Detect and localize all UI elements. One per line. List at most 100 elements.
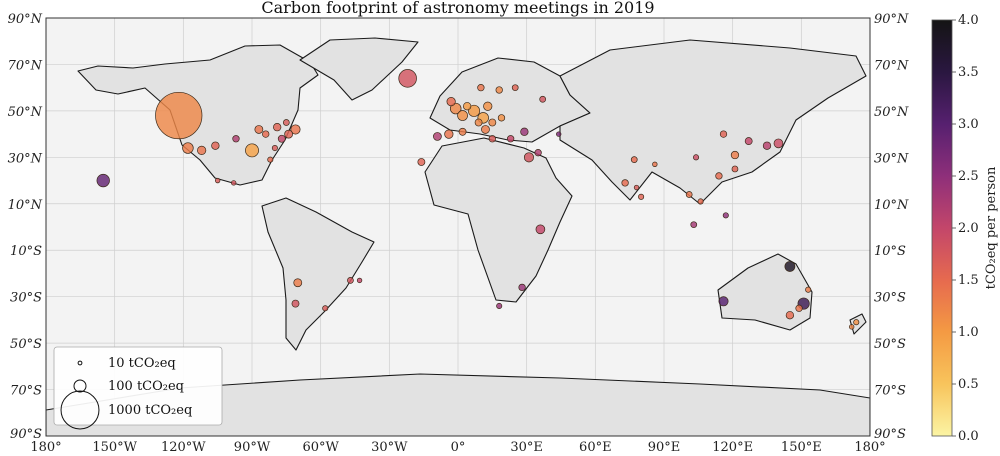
- x-tick-label: 60°W: [302, 440, 339, 455]
- data-point: [214, 177, 221, 184]
- data-point: [446, 97, 456, 107]
- data-point: [232, 135, 240, 143]
- data-point: [290, 124, 301, 135]
- data-point: [449, 102, 462, 115]
- data-point: [785, 311, 795, 320]
- data-point: [638, 193, 645, 200]
- data-point: [457, 110, 468, 121]
- y-tick-label-right: 70°N: [874, 58, 909, 73]
- y-tick-label-right: 10°N: [874, 198, 909, 213]
- data-point: [556, 131, 562, 137]
- y-tick-label-left: 10°N: [8, 198, 43, 213]
- data-point: [784, 261, 796, 272]
- x-axis-ticks: 180° 150°W 120°W 90°W 60°W 30°W 0° 30°E 60°E 90°E…: [30, 440, 885, 455]
- colorbar-bar: [931, 19, 953, 437]
- data-point: [282, 119, 290, 126]
- x-tick-label: 30°E: [510, 440, 543, 455]
- data-point: [322, 305, 329, 312]
- y-tick-label-left: 90°N: [8, 12, 43, 27]
- y-tick-label-left: 50°S: [10, 337, 42, 352]
- x-tick-label: 150°E: [781, 440, 822, 455]
- x-tick-label: 150°W: [92, 440, 137, 455]
- data-point: [231, 180, 237, 186]
- data-point: [849, 324, 855, 330]
- data-point: [507, 135, 515, 143]
- data-point: [488, 118, 497, 127]
- colorbar-tick-label: 3.5: [958, 65, 979, 80]
- data-point: [697, 198, 704, 205]
- data-point: [245, 143, 259, 158]
- land-africa: [424, 137, 573, 303]
- x-tick-label: 120°W: [161, 440, 206, 455]
- data-point: [722, 212, 729, 219]
- size-legend-box: [53, 346, 223, 426]
- data-point: [652, 161, 658, 167]
- colorbar-tick-label: 1.5: [958, 273, 979, 288]
- data-point: [534, 149, 542, 157]
- colorbar: 0.0 0.5 1.0 1.5 2.0 2.5 3.0 3.5 4.0 tCO₂eq per p…: [931, 13, 999, 444]
- data-point: [96, 173, 110, 188]
- data-point: [356, 277, 363, 284]
- colorbar-tick-label: 3.0: [958, 117, 979, 132]
- data-point: [211, 141, 220, 150]
- land-australia: [717, 253, 813, 331]
- y-tick-label-left: 90°S: [10, 427, 42, 442]
- data-point: [488, 135, 496, 143]
- data-point: [762, 141, 772, 150]
- size-legend: 10 tCO₂eq 100 tCO₂eq 1000 tCO₂eq: [53, 346, 223, 430]
- colorbar-tick-label: 0.0: [958, 429, 979, 444]
- data-point: [633, 184, 640, 191]
- data-point: [719, 130, 728, 138]
- y-tick-label-left: 70°N: [8, 58, 43, 73]
- data-point: [481, 125, 490, 134]
- data-point: [773, 138, 784, 149]
- chart-title: Carbon footprint of astronomy meetings i…: [261, 0, 654, 17]
- data-point: [483, 101, 493, 111]
- data-point: [685, 191, 693, 198]
- data-point: [398, 69, 417, 88]
- data-point: [511, 84, 519, 92]
- data-point: [693, 154, 700, 161]
- colorbar-tick-label: 0.5: [958, 377, 979, 392]
- colorbar-tick-label: 4.0: [958, 13, 979, 28]
- x-tick-label: 90°W: [234, 440, 271, 455]
- size-legend-label: 1000 tCO₂eq: [108, 403, 192, 418]
- data-point: [182, 142, 194, 154]
- data-points: [96, 69, 860, 330]
- data-point: [523, 152, 534, 163]
- land-greenland: [299, 37, 419, 101]
- data-point: [805, 286, 812, 293]
- data-point: [853, 319, 860, 326]
- data-point: [467, 104, 481, 117]
- size-legend-label: 100 tCO₂eq: [108, 379, 184, 394]
- data-point: [262, 130, 270, 138]
- data-point: [444, 129, 454, 139]
- data-point: [155, 91, 203, 140]
- data-point: [495, 86, 503, 94]
- data-point: [458, 127, 467, 136]
- data-point: [463, 102, 472, 111]
- data-point: [715, 172, 723, 180]
- data-point: [417, 158, 426, 166]
- y-tick-label-left: 30°N: [8, 151, 43, 166]
- size-legend-label: 10 tCO₂eq: [108, 356, 176, 371]
- colorbar-tick-label: 2.0: [958, 221, 979, 236]
- y-tick-label-left: 30°S: [10, 291, 42, 306]
- y-tick-label-right: 30°S: [874, 291, 906, 306]
- data-point: [433, 132, 442, 141]
- data-point: [718, 296, 729, 307]
- data-point: [630, 156, 638, 164]
- y-tick-label-right: 30°N: [874, 151, 909, 166]
- data-point: [497, 114, 506, 122]
- y-tick-label-right: 50°N: [874, 105, 909, 120]
- data-point: [197, 145, 207, 155]
- data-point: [291, 299, 300, 308]
- data-point: [520, 127, 529, 136]
- y-axis-ticks-left: 90°N 70°N 50°N 30°N 10°N 10°S 30°S 50°S 70°S 90°S: [8, 12, 43, 442]
- y-tick-label-left: 50°N: [8, 105, 43, 120]
- size-legend-marker: [77, 360, 83, 366]
- land-south-america: [261, 197, 375, 351]
- data-point: [690, 221, 698, 229]
- data-point: [271, 145, 278, 152]
- y-tick-label-right: 10°S: [874, 244, 906, 259]
